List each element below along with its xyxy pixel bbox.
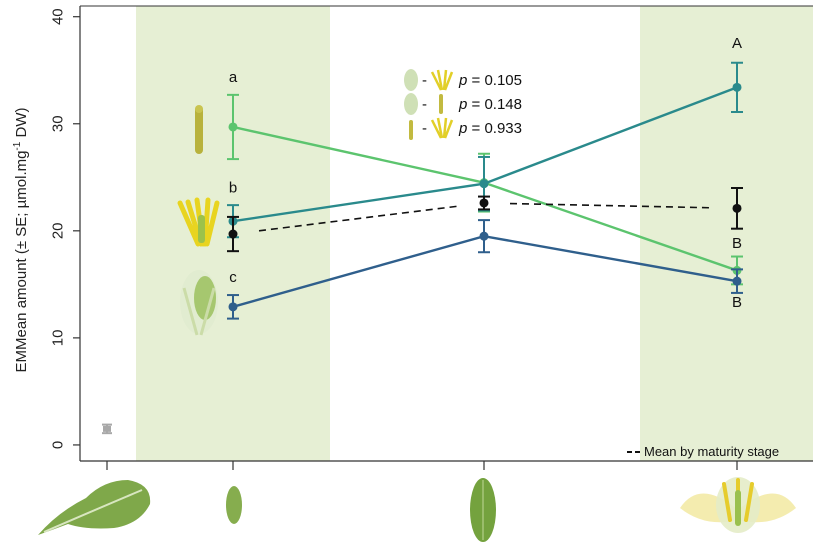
significance-letter: B — [732, 235, 742, 252]
significance-letter: c — [229, 269, 237, 286]
data-point — [479, 198, 489, 208]
data-point — [479, 179, 489, 189]
series-line-segment — [509, 202, 712, 209]
pvalue-row: - p = 0.105 — [404, 69, 522, 91]
data-point — [228, 229, 238, 239]
data-point — [228, 302, 238, 312]
dash-text: - — [422, 120, 427, 137]
leaf-illustration — [38, 480, 151, 535]
anther-illustration — [195, 105, 203, 154]
y-ticks: 0 10 20 30 40 — [50, 8, 80, 449]
data-point — [732, 276, 742, 286]
data-point — [228, 122, 238, 132]
legend: Mean by maturity stage — [627, 444, 779, 459]
significance-letter: a — [229, 69, 238, 86]
y-axis-title: EMMean amount (± SE; µmol.mg-1 DW) — [12, 107, 30, 372]
pvalue-row: - p = 0.148 — [404, 93, 522, 115]
stamens-icon — [430, 69, 454, 91]
leaf-reference-point — [103, 425, 111, 432]
significance-letter: B — [732, 294, 742, 311]
series-group — [227, 187, 743, 253]
petal-bud-icon — [404, 93, 418, 115]
dash-text: - — [422, 96, 427, 113]
pvalue-text: p = 0.148 — [458, 96, 522, 113]
y-tick-label: 30 — [50, 115, 67, 132]
stamens-icon — [430, 117, 454, 139]
y-tick-label: 0 — [50, 441, 67, 449]
data-point — [732, 203, 742, 213]
anther-icon — [409, 120, 413, 140]
pvalue-row: - p = 0.933 — [409, 117, 522, 140]
stamens-illustration — [177, 197, 220, 247]
open-flower-illustration — [680, 477, 796, 533]
pvalue-text: p = 0.105 — [458, 72, 522, 89]
pvalue-text: p = 0.933 — [458, 120, 522, 137]
p-value-key: - p = 0.105 - p = 0.148 - p = 0.933 — [404, 69, 522, 140]
shaded-band — [640, 6, 813, 461]
series-layer — [102, 61, 743, 435]
y-tick-label: 10 — [50, 330, 67, 347]
large-bud-illustration — [470, 478, 496, 542]
significance-letter: b — [229, 179, 237, 196]
petal-bud-illustration — [180, 270, 218, 336]
y-tick-label: 20 — [50, 222, 67, 239]
data-point — [732, 82, 742, 92]
series-line-segment — [258, 205, 459, 232]
y-tick-label: 40 — [50, 8, 67, 25]
significance-letter: A — [732, 35, 742, 52]
data-point — [479, 231, 489, 241]
petal-bud-icon — [404, 69, 418, 91]
series-group — [227, 219, 743, 320]
anther-icon — [439, 94, 443, 114]
small-bud-illustration — [226, 486, 242, 524]
annotations: a b c A B B — [229, 35, 742, 311]
axes — [79, 5, 813, 462]
dash-text: - — [422, 72, 427, 89]
legend-label: Mean by maturity stage — [644, 444, 779, 459]
shaded-bands — [136, 6, 813, 461]
x-ticks — [106, 461, 738, 470]
